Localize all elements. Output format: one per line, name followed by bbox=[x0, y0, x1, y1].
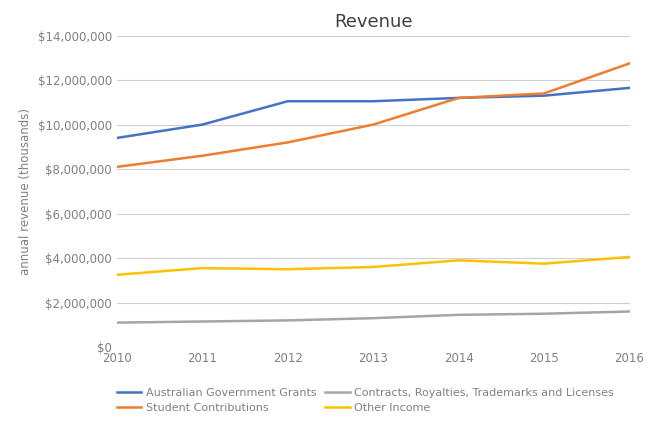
Contracts, Royalties, Trademarks and Licenses bbox=[113, 320, 121, 325]
Line: Contracts, Royalties, Trademarks and Licenses: Contracts, Royalties, Trademarks and Lic… bbox=[117, 312, 630, 323]
Contracts, Royalties, Trademarks and Licenses bbox=[455, 312, 463, 318]
Line: Student Contributions: Student Contributions bbox=[117, 63, 630, 167]
Student Contributions bbox=[626, 61, 633, 66]
Other Income bbox=[369, 264, 377, 270]
Contracts, Royalties, Trademarks and Licenses bbox=[369, 316, 377, 321]
Line: Other Income: Other Income bbox=[117, 257, 630, 275]
Australian Government Grants bbox=[369, 98, 377, 104]
Legend: Australian Government Grants, Student Contributions, Contracts, Royalties, Trade: Australian Government Grants, Student Co… bbox=[117, 388, 614, 413]
Other Income bbox=[113, 272, 121, 278]
Australian Government Grants bbox=[455, 95, 463, 101]
Student Contributions bbox=[284, 140, 291, 145]
Contracts, Royalties, Trademarks and Licenses bbox=[626, 309, 633, 314]
Line: Australian Government Grants: Australian Government Grants bbox=[117, 88, 630, 138]
Y-axis label: annual revenue (thousands): annual revenue (thousands) bbox=[19, 108, 32, 275]
Other Income bbox=[540, 261, 548, 266]
Australian Government Grants bbox=[626, 85, 633, 90]
Title: Revenue: Revenue bbox=[334, 13, 412, 31]
Contracts, Royalties, Trademarks and Licenses bbox=[540, 311, 548, 316]
Other Income bbox=[455, 258, 463, 263]
Australian Government Grants bbox=[199, 122, 206, 127]
Student Contributions bbox=[113, 164, 121, 170]
Student Contributions bbox=[369, 122, 377, 127]
Contracts, Royalties, Trademarks and Licenses bbox=[284, 318, 291, 323]
Student Contributions bbox=[540, 91, 548, 96]
Student Contributions bbox=[455, 95, 463, 101]
Australian Government Grants bbox=[113, 135, 121, 141]
Other Income bbox=[199, 265, 206, 271]
Australian Government Grants bbox=[284, 98, 291, 104]
Other Income bbox=[284, 267, 291, 272]
Student Contributions bbox=[199, 153, 206, 158]
Australian Government Grants bbox=[540, 93, 548, 98]
Contracts, Royalties, Trademarks and Licenses bbox=[199, 319, 206, 324]
Other Income bbox=[626, 255, 633, 260]
